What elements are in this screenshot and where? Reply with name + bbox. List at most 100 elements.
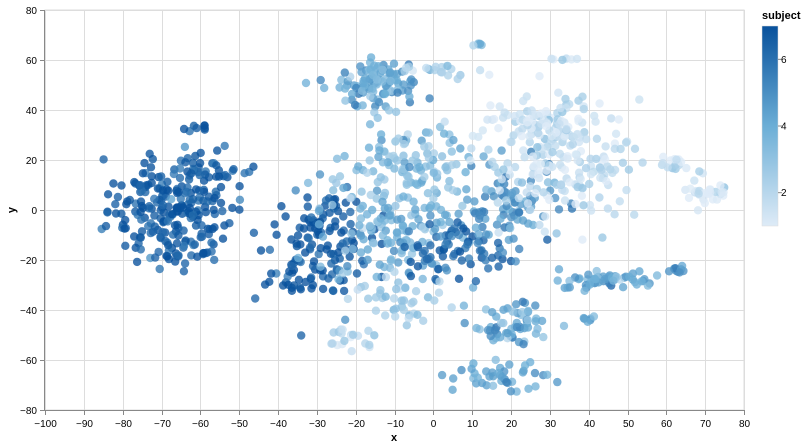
- data-point: [562, 124, 571, 134]
- data-point: [328, 200, 337, 210]
- data-point: [468, 283, 478, 292]
- data-point: [392, 228, 402, 237]
- data-point: [479, 152, 488, 161]
- data-point: [339, 183, 348, 193]
- data-point: [370, 61, 379, 70]
- data-point: [414, 215, 423, 224]
- x-tick-label: −30: [309, 419, 326, 430]
- data-point: [601, 142, 610, 151]
- y-tick-label: −60: [20, 356, 37, 367]
- data-point: [358, 101, 367, 110]
- data-point: [341, 246, 350, 255]
- data-point: [424, 128, 434, 137]
- data-point: [376, 173, 385, 182]
- data-point: [316, 262, 325, 271]
- x-tick-label: 20: [506, 419, 518, 430]
- data-point: [272, 230, 281, 239]
- data-point: [103, 190, 113, 199]
- data-point: [332, 154, 342, 163]
- data-point: [426, 211, 435, 220]
- data-point: [354, 162, 363, 171]
- data-point: [581, 164, 591, 173]
- data-point: [144, 222, 153, 231]
- data-point: [481, 256, 490, 265]
- data-point: [409, 197, 418, 206]
- data-point: [324, 194, 334, 203]
- data-point: [210, 255, 219, 265]
- data-point: [607, 114, 616, 123]
- data-point: [348, 244, 357, 254]
- data-point: [565, 276, 574, 286]
- data-point: [346, 219, 355, 229]
- data-point: [517, 178, 527, 187]
- y-axis-title: y: [6, 206, 18, 213]
- data-point: [148, 154, 157, 164]
- data-point: [461, 168, 470, 177]
- data-point: [716, 181, 725, 190]
- data-point: [339, 286, 349, 296]
- data-point: [314, 220, 324, 229]
- data-point: [341, 96, 350, 105]
- data-point: [545, 195, 554, 205]
- x-tick-label: 30: [545, 419, 557, 430]
- data-point: [493, 198, 502, 207]
- data-point: [585, 179, 594, 189]
- data-point: [541, 212, 550, 221]
- data-point: [477, 246, 486, 255]
- data-point: [481, 230, 491, 239]
- data-point: [295, 283, 305, 292]
- data-point: [137, 201, 147, 211]
- data-point: [418, 223, 427, 232]
- data-point: [249, 228, 259, 237]
- data-point: [507, 137, 516, 147]
- data-point: [592, 266, 601, 276]
- data-point: [375, 146, 384, 155]
- data-point: [508, 307, 517, 316]
- data-point: [485, 70, 494, 80]
- data-point: [380, 89, 390, 99]
- data-point: [103, 208, 112, 217]
- data-point: [603, 204, 613, 213]
- data-point: [507, 213, 516, 222]
- legend-tick-label: 2: [781, 188, 787, 199]
- data-point: [293, 231, 303, 240]
- data-point: [399, 296, 409, 305]
- data-point: [120, 224, 129, 233]
- data-point: [480, 192, 490, 201]
- data-point: [216, 182, 226, 192]
- data-point: [343, 262, 352, 271]
- data-point: [386, 76, 395, 86]
- data-point: [596, 173, 605, 182]
- data-point: [376, 214, 385, 223]
- data-point: [580, 286, 589, 295]
- data-point: [304, 234, 313, 243]
- data-point: [366, 53, 376, 62]
- data-point: [408, 156, 417, 165]
- legend-gradient-bar: [761, 25, 779, 227]
- data-point: [584, 270, 593, 279]
- data-point: [445, 217, 454, 227]
- data-point: [542, 166, 551, 175]
- data-point: [682, 163, 691, 173]
- data-point: [209, 205, 218, 215]
- data-point: [541, 107, 551, 116]
- data-point: [157, 172, 166, 181]
- data-point: [197, 232, 207, 241]
- legend-tick-label: 4: [781, 122, 787, 133]
- data-point: [179, 241, 189, 251]
- data-point: [595, 99, 604, 108]
- data-point: [155, 264, 164, 274]
- data-point: [518, 124, 527, 134]
- data-point: [547, 132, 556, 141]
- data-point: [99, 155, 108, 164]
- data-point: [374, 98, 384, 107]
- data-point: [188, 158, 198, 168]
- y-tick-label: −80: [20, 406, 37, 417]
- data-point: [429, 194, 438, 203]
- data-point: [552, 229, 561, 238]
- data-point: [220, 141, 229, 151]
- data-point: [506, 223, 515, 233]
- data-point: [370, 331, 379, 340]
- data-point: [355, 221, 364, 230]
- data-point: [265, 277, 274, 286]
